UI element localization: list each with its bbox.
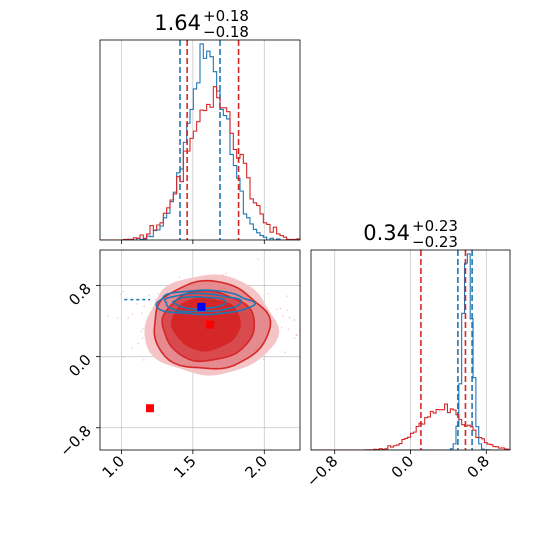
y-tick-label: 0.8 bbox=[65, 280, 95, 310]
hist2-title-value: 0.34 bbox=[363, 221, 410, 245]
hist1-plot-area bbox=[100, 40, 300, 240]
sample-point bbox=[293, 319, 296, 321]
sample-point bbox=[141, 312, 144, 315]
x-tick-label: 0.8 bbox=[464, 452, 494, 482]
sample-point bbox=[140, 330, 142, 333]
hist1-grid bbox=[121, 40, 265, 244]
sample-point bbox=[284, 351, 286, 353]
sample-point bbox=[157, 292, 159, 295]
sample-point bbox=[305, 364, 307, 366]
sample-point bbox=[137, 342, 140, 345]
hist1-frame bbox=[99, 39, 301, 241]
x-tick-label: 0.0 bbox=[388, 452, 418, 482]
sample-point bbox=[295, 334, 298, 337]
contour-y-ticks: −0.8 0.0 0.8 bbox=[56, 280, 100, 460]
marker-square-2 bbox=[146, 404, 154, 413]
sample-point bbox=[286, 309, 288, 312]
sample-point bbox=[267, 292, 270, 295]
sample-point bbox=[122, 290, 125, 293]
x-tick-label: 2.0 bbox=[242, 452, 272, 482]
contour-frame bbox=[99, 249, 301, 451]
sample-point bbox=[296, 333, 298, 336]
sample-point bbox=[123, 356, 126, 359]
marker-square-0 bbox=[197, 302, 206, 311]
sample-point bbox=[281, 315, 284, 318]
sample-point bbox=[262, 358, 265, 360]
hist1-title-minus: −0.18 bbox=[203, 23, 249, 41]
x-tick-label: 1.0 bbox=[99, 452, 129, 482]
sample-point bbox=[286, 295, 288, 297]
sample-point bbox=[143, 305, 146, 307]
sample-point bbox=[275, 308, 278, 311]
blue-contour-mid bbox=[163, 292, 243, 313]
sample-point bbox=[293, 337, 296, 339]
sample-point bbox=[119, 293, 122, 296]
blue-contour-inner bbox=[171, 296, 227, 311]
y-tick-label: 0.0 bbox=[65, 351, 95, 381]
contour-x-ticks: 1.0 1.5 2.0 bbox=[99, 450, 271, 482]
sample-point bbox=[136, 303, 139, 305]
y-tick-label: −0.8 bbox=[56, 422, 94, 460]
contour-panel: 1.0 1.5 2.0 −0.8 0.0 0.8 bbox=[56, 249, 355, 482]
sample-point bbox=[257, 258, 259, 260]
histogram-step-blue bbox=[311, 253, 510, 450]
sample-point bbox=[90, 308, 92, 310]
sample-point bbox=[142, 359, 145, 361]
sample-point bbox=[279, 307, 282, 310]
sample-point bbox=[288, 316, 291, 319]
histogram-step-blue bbox=[100, 43, 300, 240]
sample-point bbox=[131, 346, 133, 349]
hist-param1-panel: 1.64 +0.18 −0.18 bbox=[99, 7, 301, 244]
sample-point bbox=[127, 317, 129, 319]
sample-point bbox=[178, 276, 181, 279]
contour-plot-area bbox=[86, 258, 355, 413]
sample-point bbox=[141, 337, 144, 340]
sample-point bbox=[225, 272, 227, 275]
sample-point bbox=[148, 294, 151, 297]
sample-point bbox=[131, 312, 134, 315]
x-tick-label: −0.8 bbox=[303, 452, 341, 490]
histogram-step-red bbox=[100, 86, 300, 240]
sample-point bbox=[141, 328, 144, 330]
hist1-title-value: 1.64 bbox=[154, 11, 201, 35]
sample-point bbox=[86, 318, 88, 320]
hist2-title-minus: −0.23 bbox=[412, 233, 458, 251]
sample-point bbox=[287, 328, 290, 330]
hist1-title-plus: +0.18 bbox=[203, 7, 249, 25]
sample-point bbox=[107, 314, 109, 317]
sample-point bbox=[154, 298, 157, 301]
blue-contour-outer bbox=[155, 289, 257, 316]
hist2-title-plus: +0.23 bbox=[412, 217, 458, 235]
hist2-x-ticks: −0.8 0.0 0.8 bbox=[303, 450, 493, 491]
sample-point bbox=[353, 321, 355, 323]
hist2-grid bbox=[334, 250, 487, 450]
marker-square-1 bbox=[206, 320, 214, 329]
sample-point bbox=[280, 326, 283, 329]
hist-param2-panel: 0.34 +0.23 −0.23 −0.8 0.0 0.8 bbox=[303, 217, 511, 491]
x-tick-label: 1.5 bbox=[170, 452, 200, 482]
sample-point bbox=[116, 317, 119, 319]
